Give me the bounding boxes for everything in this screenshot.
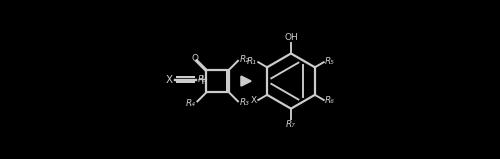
Text: R₅: R₅ [325, 57, 335, 66]
Text: X: X [251, 96, 257, 105]
Text: R₇: R₇ [286, 121, 296, 129]
Text: R₂: R₂ [240, 55, 250, 64]
Text: O: O [192, 54, 198, 63]
Text: R₆: R₆ [325, 96, 335, 105]
Text: OH: OH [284, 33, 298, 42]
Text: R₃: R₃ [240, 98, 250, 107]
Text: R₁: R₁ [247, 57, 257, 66]
Text: +: + [196, 73, 207, 86]
Text: R₄: R₄ [186, 99, 196, 108]
Text: X: X [166, 75, 173, 84]
Text: R₁: R₁ [198, 75, 207, 84]
